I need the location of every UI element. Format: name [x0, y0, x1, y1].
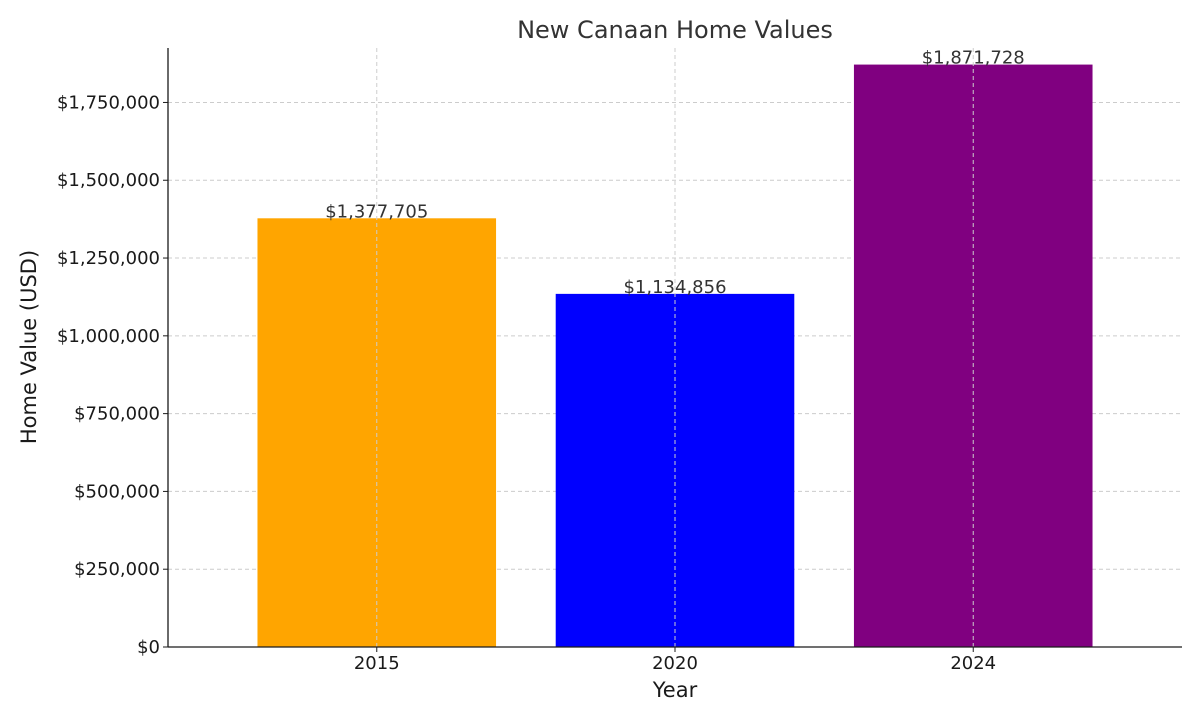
y-tick-label: $250,000: [74, 559, 160, 580]
chart-title: New Canaan Home Values: [517, 16, 833, 44]
data-label: $1,871,728: [922, 48, 1025, 69]
y-tick-label: $1,750,000: [57, 92, 160, 113]
y-tick-label: $750,000: [74, 404, 160, 425]
x-tick-label: 2020: [652, 653, 698, 674]
data-label: $1,377,705: [325, 201, 428, 222]
y-axis-label: Home Value (USD): [17, 250, 41, 444]
y-tick-label: $1,250,000: [57, 248, 160, 269]
bars: [257, 64, 1093, 647]
x-axis-label: Year: [652, 678, 698, 702]
data-label: $1,134,856: [623, 277, 726, 298]
x-tick-label: 2024: [950, 653, 996, 674]
y-axis-ticks: $0 $250,000 $500,000 $750,000 $1,000,000 $1,2…: [57, 92, 168, 658]
y-tick-label: $500,000: [74, 481, 160, 502]
y-tick-label: $0: [137, 637, 160, 658]
x-axis-ticks: 2015 2020 2024: [354, 647, 996, 674]
y-tick-label: $1,000,000: [57, 326, 160, 347]
x-tick-label: 2015: [354, 653, 400, 674]
data-labels: $1,377,705 $1,134,856 $1,871,728: [325, 48, 1025, 298]
vertical-grid: [376, 48, 974, 647]
y-tick-label: $1,500,000: [57, 170, 160, 191]
